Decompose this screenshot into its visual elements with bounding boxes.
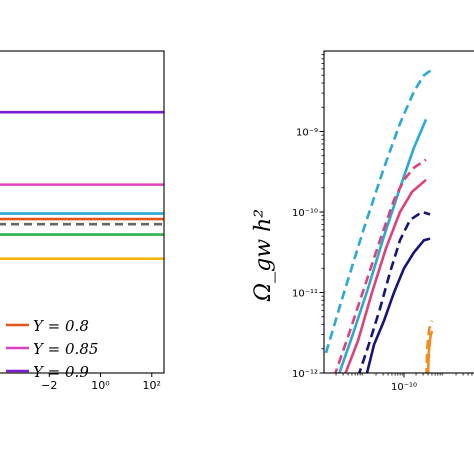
- legend-label: Y = 0.85: [33, 340, 98, 358]
- left-legend: Y = 0.8 Y = 0.85 Y = 0.9: [6, 317, 98, 381]
- x-tick-label: −2: [41, 379, 57, 392]
- legend-entry: Y = 0.85: [6, 340, 98, 358]
- series-line-cyan: [338, 118, 428, 373]
- left-chart-panel: −2 10⁰ 10² Y = 0.8 Y = 0.85 Y = 0.9: [0, 50, 165, 392]
- right-chart-panel: 10⁻¹² 10⁻¹¹ 10⁻¹⁰ 10⁻⁹ 10⁻¹⁰ Ω_gw h²: [251, 50, 474, 393]
- right-x-ticks: 10⁻¹⁰: [335, 373, 473, 393]
- legend-label: Y = 0.8: [33, 317, 89, 335]
- legend-entry: Y = 0.9: [6, 363, 89, 381]
- right-y-axis-label: Ω_gw h²: [251, 209, 276, 302]
- y-tick-label: 10⁻⁹: [296, 128, 318, 139]
- series-line-navy-dashed: [357, 210, 431, 373]
- series-line-orange-dashed: [425, 320, 434, 373]
- y-tick-label: 10⁻¹¹: [292, 289, 318, 300]
- series-line-navy: [365, 237, 431, 373]
- y-tick-label: 10⁻¹²: [292, 369, 318, 380]
- legend-label: Y = 0.9: [33, 363, 89, 381]
- x-tick-label: 10⁰: [91, 379, 110, 392]
- legend-entry: Y = 0.8: [6, 317, 89, 335]
- series-line-orange: [426, 330, 434, 373]
- right-chart-lines: [324, 68, 434, 373]
- y-tick-label: 10⁻¹⁰: [292, 208, 318, 219]
- right-y-ticks: 10⁻¹² 10⁻¹¹ 10⁻¹⁰ 10⁻⁹: [292, 54, 324, 380]
- left-x-ticks: −2 10⁰ 10²: [41, 373, 161, 392]
- series-line-cyan-dashed: [324, 68, 433, 354]
- x-tick-label: 10²: [143, 379, 161, 392]
- left-chart-lines: [0, 110, 164, 260]
- left-chart-frame: [0, 50, 165, 374]
- series-line-pink: [344, 178, 427, 373]
- x-tick-label: 10⁻¹⁰: [391, 382, 417, 393]
